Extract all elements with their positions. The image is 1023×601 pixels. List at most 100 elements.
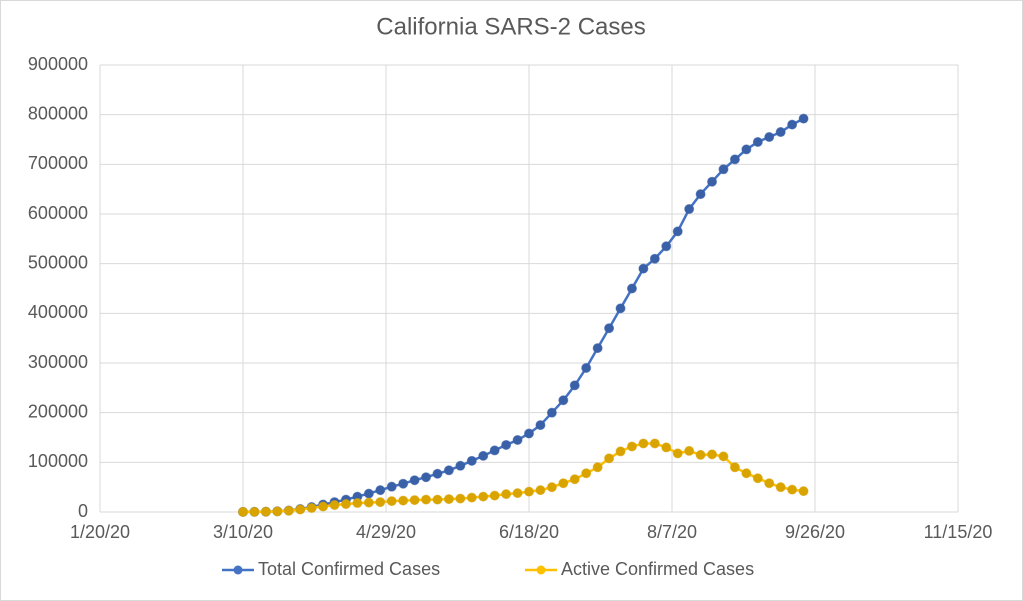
data-point bbox=[695, 449, 706, 460]
data-point bbox=[489, 445, 500, 456]
data-point bbox=[375, 497, 386, 508]
data-point bbox=[501, 489, 512, 500]
data-point bbox=[604, 323, 615, 334]
data-point bbox=[787, 119, 798, 130]
data-point bbox=[340, 499, 351, 510]
data-point bbox=[260, 506, 271, 517]
x-tick-label: 8/7/20 bbox=[647, 522, 697, 542]
data-point bbox=[718, 164, 729, 175]
data-point bbox=[466, 455, 477, 466]
data-point bbox=[741, 468, 752, 479]
chart-title: California SARS-2 Cases bbox=[376, 13, 645, 40]
data-point bbox=[592, 462, 603, 473]
y-tick-label: 300000 bbox=[28, 352, 88, 372]
y-tick-label: 0 bbox=[78, 501, 88, 521]
data-point bbox=[626, 441, 637, 452]
data-point bbox=[455, 460, 466, 471]
x-tick-label: 1/20/20 bbox=[70, 522, 130, 542]
data-point bbox=[386, 496, 397, 507]
data-point bbox=[421, 472, 432, 483]
data-point bbox=[672, 448, 683, 459]
data-point bbox=[272, 506, 283, 517]
data-point bbox=[661, 442, 672, 453]
data-point bbox=[558, 478, 569, 489]
data-point bbox=[649, 253, 660, 264]
data-point bbox=[443, 494, 454, 505]
data-point bbox=[432, 468, 443, 479]
data-point bbox=[546, 407, 557, 418]
data-point bbox=[684, 204, 695, 215]
data-point bbox=[535, 420, 546, 431]
data-point bbox=[409, 495, 420, 506]
data-point bbox=[524, 428, 534, 439]
data-point bbox=[363, 497, 374, 508]
data-point bbox=[707, 449, 718, 460]
data-point bbox=[489, 490, 500, 501]
data-point bbox=[569, 380, 580, 391]
data-point bbox=[615, 303, 626, 314]
data-point bbox=[318, 501, 329, 512]
y-tick-label: 900000 bbox=[28, 54, 88, 74]
x-tick-label: 11/15/20 bbox=[924, 522, 993, 542]
data-point bbox=[626, 283, 637, 294]
data-point bbox=[329, 500, 340, 511]
data-point bbox=[558, 395, 569, 406]
data-point bbox=[295, 504, 306, 515]
data-point bbox=[386, 481, 397, 492]
data-point bbox=[581, 468, 592, 479]
data-point bbox=[775, 482, 786, 493]
data-point bbox=[775, 127, 786, 138]
data-point bbox=[798, 486, 809, 497]
data-point bbox=[707, 176, 718, 187]
data-point bbox=[432, 494, 443, 505]
data-point bbox=[512, 488, 523, 499]
data-point bbox=[649, 438, 660, 449]
data-point bbox=[478, 491, 489, 502]
data-point bbox=[661, 241, 672, 252]
x-tick-label: 6/18/20 bbox=[499, 522, 559, 542]
data-point bbox=[764, 132, 775, 143]
data-point bbox=[695, 189, 706, 200]
data-point bbox=[684, 445, 695, 456]
y-tick-label: 800000 bbox=[28, 103, 88, 123]
data-point bbox=[535, 485, 546, 496]
data-point bbox=[478, 450, 489, 461]
data-point bbox=[798, 113, 809, 124]
y-tick-label: 600000 bbox=[28, 203, 88, 223]
y-tick-label: 500000 bbox=[28, 252, 88, 272]
data-point bbox=[501, 439, 512, 450]
data-point bbox=[546, 482, 557, 493]
data-point bbox=[363, 488, 374, 499]
data-point bbox=[604, 453, 615, 464]
data-point bbox=[524, 486, 534, 497]
data-point bbox=[512, 434, 523, 445]
data-point bbox=[375, 485, 386, 496]
data-point bbox=[421, 494, 432, 505]
data-point bbox=[409, 475, 420, 486]
data-point bbox=[718, 451, 729, 462]
data-point bbox=[672, 226, 683, 237]
data-point bbox=[729, 462, 740, 473]
data-point bbox=[752, 136, 763, 147]
data-point bbox=[729, 154, 740, 165]
y-tick-label: 100000 bbox=[28, 451, 88, 471]
x-tick-label: 9/26/20 bbox=[785, 522, 845, 542]
y-tick-label: 700000 bbox=[28, 153, 88, 173]
data-point bbox=[638, 438, 649, 449]
legend-label: Active Confirmed Cases bbox=[561, 559, 754, 579]
data-point bbox=[352, 498, 363, 509]
data-point bbox=[249, 506, 260, 517]
data-point bbox=[787, 484, 798, 495]
data-point bbox=[764, 478, 775, 489]
data-point bbox=[443, 465, 454, 476]
data-point bbox=[398, 478, 409, 489]
data-point bbox=[306, 503, 317, 514]
x-tick-label: 3/10/20 bbox=[213, 522, 273, 542]
legend-marker bbox=[233, 565, 243, 575]
data-point bbox=[638, 263, 649, 274]
data-point bbox=[741, 144, 752, 155]
data-point bbox=[283, 505, 294, 516]
x-tick-label: 4/29/20 bbox=[356, 522, 416, 542]
